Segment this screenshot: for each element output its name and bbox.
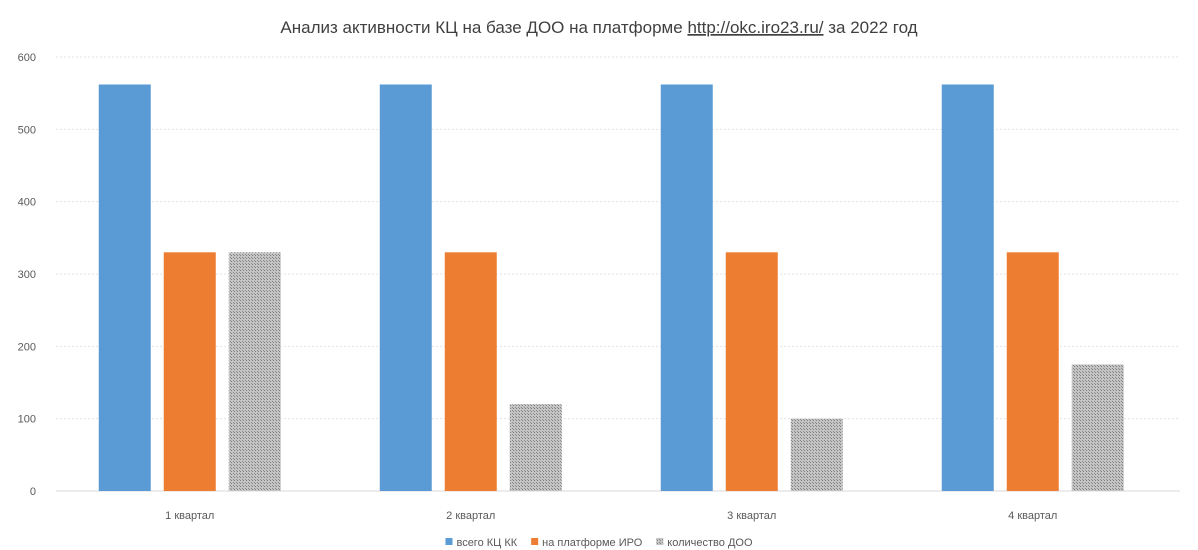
bar	[790, 418, 843, 491]
legend-label: всего КЦ КК	[456, 537, 517, 549]
x-tick-label: 3 квартал	[727, 510, 776, 522]
x-tick-label: 2 квартал	[446, 510, 495, 522]
y-tick-label: 500	[18, 124, 36, 136]
bars	[98, 84, 1124, 491]
legend-label: количество ДОО	[667, 537, 753, 549]
bar	[660, 84, 713, 491]
y-tick-label: 400	[18, 197, 36, 209]
x-tick-label: 4 квартал	[1008, 510, 1057, 522]
bar	[379, 84, 432, 491]
bar	[725, 252, 778, 491]
bar	[98, 84, 151, 491]
bar	[941, 84, 994, 491]
bar	[444, 252, 497, 491]
y-tick-label: 600	[18, 52, 36, 64]
legend: всего КЦ КК на платформе ИРО количество ДО…	[445, 537, 753, 549]
legend-item: количество ДОО	[656, 537, 753, 549]
y-tick-label: 300	[18, 269, 36, 281]
y-axis: 0 100 200 300 400 500 600	[18, 52, 36, 498]
legend-item: на платформе ИРО	[531, 537, 643, 549]
bar	[1006, 252, 1059, 491]
legend-swatch	[531, 538, 539, 545]
chart-title-prefix: Анализ активности КЦ на базе ДОО на плат…	[280, 18, 687, 37]
bar	[228, 252, 281, 491]
x-tick-label: 1 квартал	[165, 510, 214, 522]
y-tick-label: 100	[18, 414, 36, 426]
bar	[163, 252, 216, 491]
legend-item: всего КЦ КК	[445, 537, 518, 549]
bar	[1071, 364, 1124, 491]
y-tick-label: 200	[18, 341, 36, 353]
chart-title-suffix: за 2022 год	[824, 18, 918, 37]
legend-label: на платформе ИРО	[542, 537, 643, 549]
x-axis: 1 квартал 2 квартал 3 квартал 4 квартал	[165, 510, 1057, 522]
chart-title-link[interactable]: http://okc.iro23.ru/	[687, 18, 823, 37]
legend-swatch	[656, 538, 664, 545]
bar	[509, 404, 562, 491]
y-tick-label: 0	[30, 486, 36, 498]
chart-title: Анализ активности КЦ на базе ДОО на плат…	[280, 18, 917, 37]
legend-swatch	[445, 538, 453, 545]
